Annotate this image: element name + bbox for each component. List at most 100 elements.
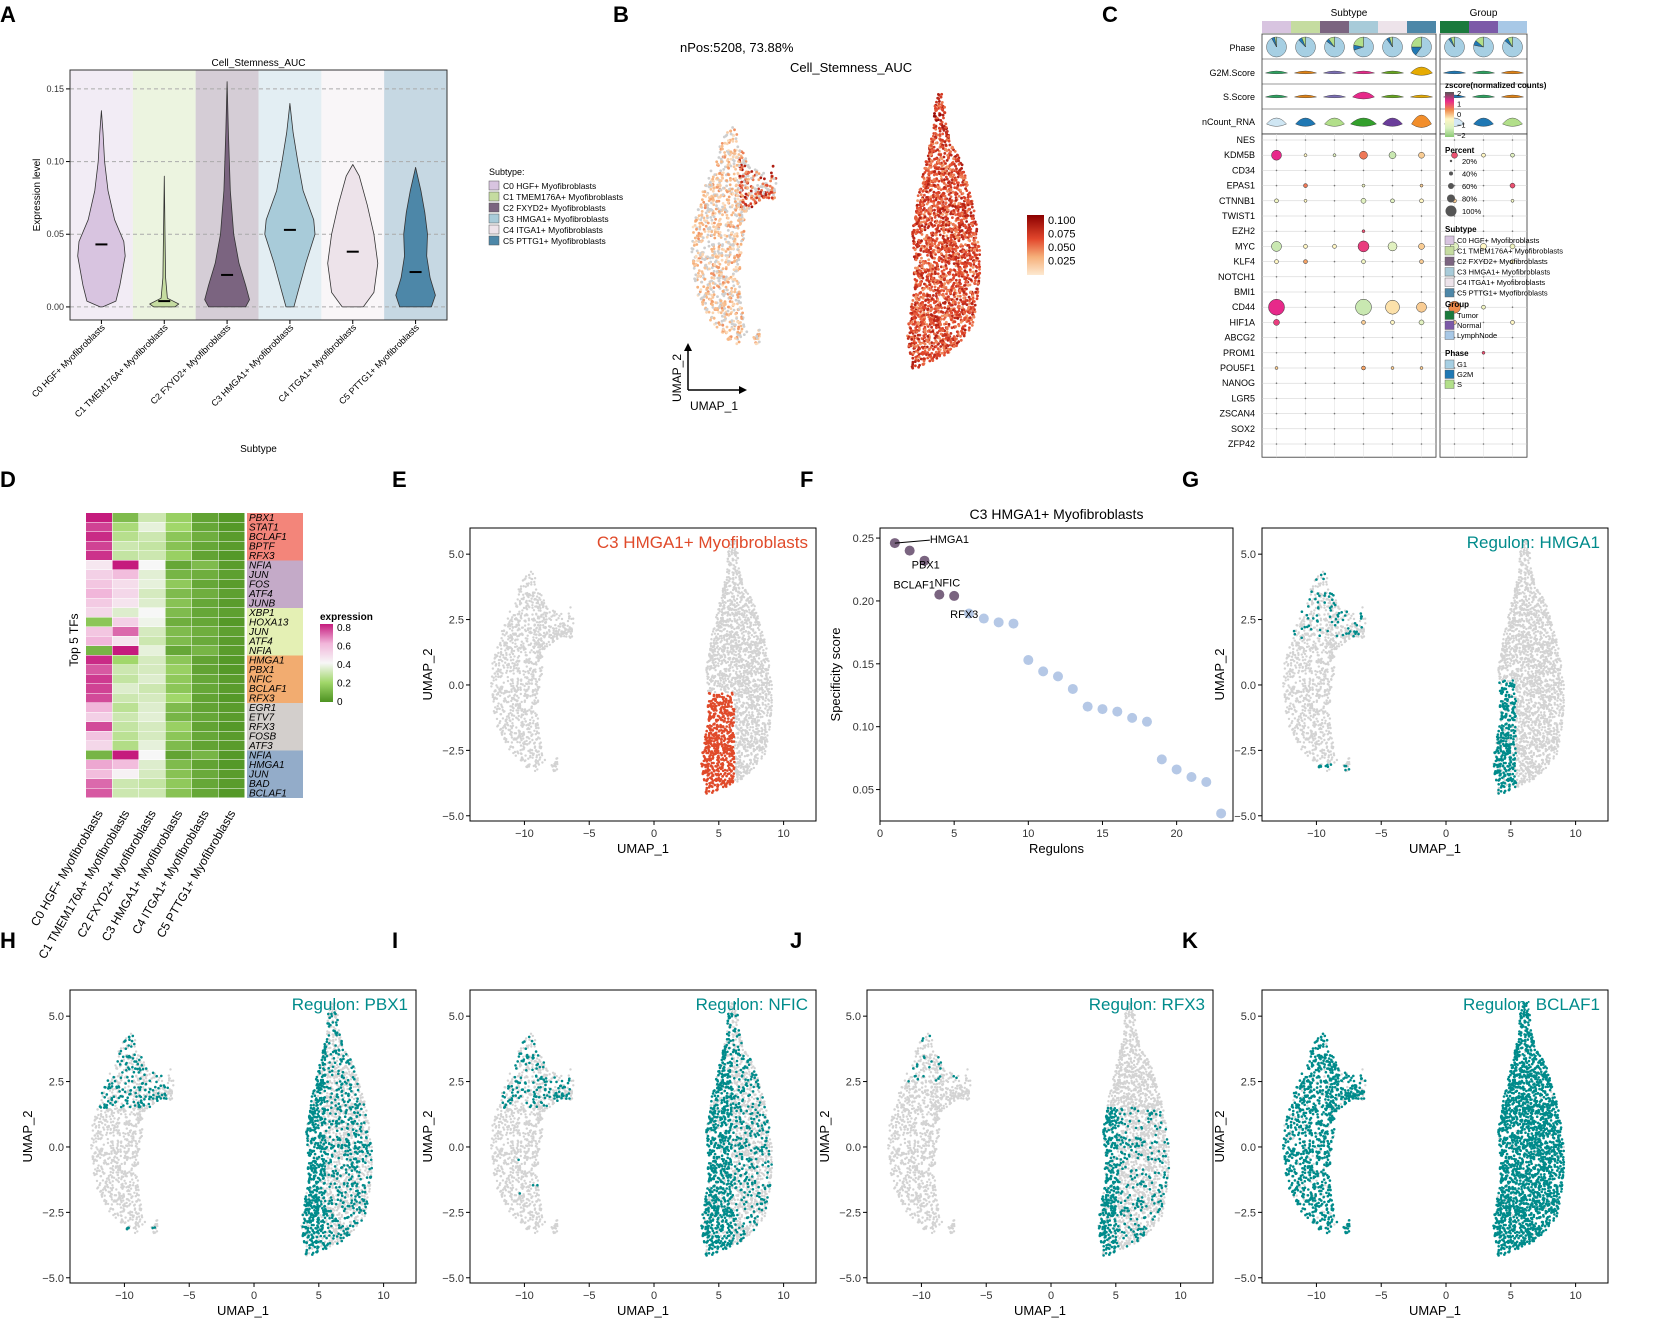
feature-point xyxy=(733,278,736,281)
feature-point xyxy=(707,240,710,243)
feature-point xyxy=(762,183,765,186)
feature-point xyxy=(751,186,754,189)
feature-point xyxy=(721,248,724,251)
feature-point xyxy=(713,286,716,289)
feature-point xyxy=(701,214,704,217)
feature-point xyxy=(705,292,708,295)
feature-point xyxy=(719,169,722,172)
feature-point xyxy=(743,180,746,183)
feature-point xyxy=(691,251,694,254)
feature-point xyxy=(733,152,736,155)
feature-point xyxy=(725,135,728,138)
feature-point xyxy=(729,150,732,153)
feature-point xyxy=(698,222,701,225)
feature-point xyxy=(710,188,713,191)
feature-point xyxy=(712,186,715,189)
feature-point xyxy=(714,307,717,310)
feature-point xyxy=(715,322,718,325)
feature-point xyxy=(726,331,729,334)
feature-point xyxy=(709,298,712,301)
feature-point xyxy=(724,261,727,264)
feature-point xyxy=(722,267,725,270)
feature-point xyxy=(722,290,725,293)
feature-point xyxy=(740,181,743,184)
feature-point xyxy=(699,225,702,228)
feature-point xyxy=(700,281,703,284)
feature-point xyxy=(721,309,724,312)
feature-point xyxy=(705,225,708,228)
feature-point xyxy=(695,243,698,246)
feature-point xyxy=(725,267,728,270)
legend-swatch xyxy=(489,236,499,245)
feature-point xyxy=(721,259,724,262)
feature-point xyxy=(727,229,730,232)
feature-point xyxy=(732,225,735,228)
feature-point xyxy=(733,290,736,293)
feature-point xyxy=(712,291,715,294)
feature-point xyxy=(713,237,716,240)
feature-point xyxy=(695,256,698,259)
feature-point xyxy=(714,194,717,197)
feature-point xyxy=(720,299,723,302)
feature-point xyxy=(703,247,706,250)
feature-point xyxy=(702,285,705,288)
feature-point xyxy=(721,177,724,180)
feature-point xyxy=(722,275,725,278)
feature-point xyxy=(735,317,738,320)
feature-point xyxy=(755,174,758,177)
legend-label: C0 HGF+ Myofibroblasts xyxy=(503,181,596,191)
feature-point xyxy=(735,156,738,159)
feature-point xyxy=(721,213,724,216)
feature-point xyxy=(719,263,722,266)
figure-canvas: A B CD E F GH I J K 0.000.050.100.15Cell_Stemnes… xyxy=(0,0,1663,1335)
feature-point xyxy=(726,256,729,259)
feature-point xyxy=(717,250,720,253)
feature-point xyxy=(725,224,728,227)
feature-point xyxy=(711,222,714,225)
feature-point xyxy=(750,195,753,198)
feature-point xyxy=(709,216,712,219)
feature-point xyxy=(721,315,724,318)
feature-point xyxy=(732,237,735,240)
feature-point xyxy=(736,235,739,238)
feature-point xyxy=(745,171,748,174)
feature-point xyxy=(737,172,740,175)
feature-point xyxy=(718,156,721,159)
feature-point xyxy=(744,165,747,168)
feature-point xyxy=(740,189,743,192)
feature-point xyxy=(724,142,727,145)
feature-point xyxy=(720,158,723,161)
feature-point xyxy=(708,186,711,189)
feature-point xyxy=(698,269,701,272)
panel-letter-j: J xyxy=(790,928,802,953)
feature-point xyxy=(736,280,739,283)
feature-point xyxy=(724,166,727,169)
feature-point xyxy=(713,293,716,296)
feature-point xyxy=(717,196,720,199)
feature-point xyxy=(736,225,739,228)
legend-label: C4 ITGA1+ Myofibroblasts xyxy=(503,225,603,235)
feature-point xyxy=(701,301,704,304)
feature-point xyxy=(721,324,724,327)
feature-point xyxy=(722,202,725,205)
feature-point xyxy=(695,263,698,266)
feature-point xyxy=(716,326,719,329)
feature-point xyxy=(730,214,733,217)
feature-point xyxy=(742,152,745,155)
feature-point xyxy=(741,156,744,159)
panel-letter-i: I xyxy=(392,928,398,953)
feature-point xyxy=(726,278,729,281)
feature-point xyxy=(716,277,719,280)
feature-point xyxy=(711,304,714,307)
feature-point xyxy=(737,187,740,190)
feature-point xyxy=(710,294,713,297)
feature-point xyxy=(718,323,721,326)
feature-point xyxy=(709,198,712,201)
feature-point xyxy=(734,177,737,180)
feature-point xyxy=(713,274,716,277)
feature-point xyxy=(716,270,719,273)
feature-point xyxy=(716,295,719,298)
feature-point xyxy=(735,299,738,302)
feature-point xyxy=(735,133,738,136)
panel-letter-b: B xyxy=(613,2,629,27)
